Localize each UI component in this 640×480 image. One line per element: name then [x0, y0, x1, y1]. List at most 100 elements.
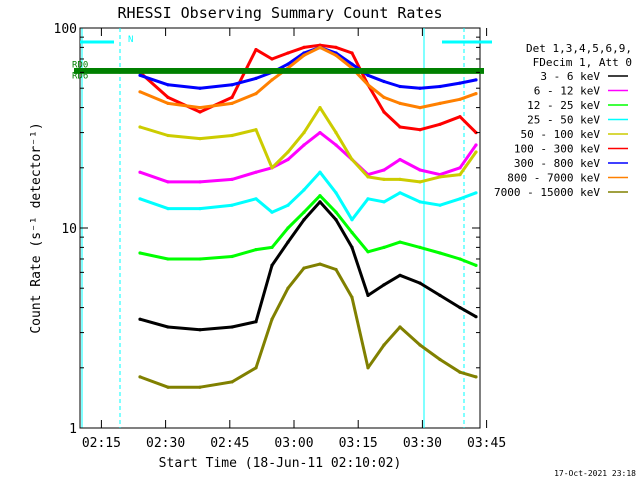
x-tick-label: 02:30: [146, 436, 185, 451]
data-point-6-17: [474, 78, 478, 82]
data-point-6-13: [398, 84, 402, 89]
data-point-7-1: [166, 101, 170, 105]
data-point-3-16: [458, 197, 462, 201]
series-line-7: [139, 45, 477, 110]
data-point-1-4: [254, 170, 258, 174]
data-point-4-0: [138, 125, 142, 129]
data-point-6-6: [286, 62, 290, 66]
data-point-2-8: [318, 194, 322, 198]
data-point-0-3: [230, 325, 234, 329]
data-point-5-16: [458, 115, 462, 119]
data-point-2-17: [474, 263, 478, 267]
data-point-5-8: [318, 43, 322, 47]
data-point-8-8: [318, 262, 322, 266]
x-tick-label: 03:15: [339, 436, 378, 451]
data-point-7-15: [438, 101, 442, 105]
data-point-1-0: [138, 170, 142, 174]
data-point-2-4: [254, 248, 258, 252]
data-point-0-7: [302, 218, 306, 222]
data-point-6-15: [438, 84, 442, 89]
data-point-1-1: [166, 180, 170, 184]
data-point-7-8: [318, 45, 322, 50]
data-point-5-9: [334, 45, 338, 50]
data-point-0-17: [474, 315, 478, 319]
data-point-2-7: [302, 210, 306, 214]
data-point-4-15: [438, 175, 442, 179]
data-point-8-3: [230, 380, 234, 384]
legend-entry-label: 25 - 50 keV: [527, 114, 600, 127]
data-point-3-12: [382, 200, 386, 204]
data-point-7-9: [334, 53, 338, 57]
legend-entry-label: 800 - 7000 keV: [507, 172, 600, 185]
series-line-4: [139, 106, 478, 184]
data-point-5-10: [350, 51, 354, 55]
data-point-2-11: [366, 250, 370, 254]
data-point-8-14: [418, 343, 422, 347]
data-point-0-2: [198, 328, 202, 332]
data-point-3-0: [138, 197, 142, 201]
data-point-3-11: [366, 197, 370, 201]
data-point-0-8: [318, 200, 322, 204]
data-point-4-5: [270, 166, 274, 170]
data-point-6-11: [366, 73, 370, 77]
data-point-2-5: [270, 245, 274, 249]
data-point-3-7: [302, 188, 306, 192]
data-point-8-2: [198, 385, 202, 389]
overlay-label-rd0: RD0: [72, 61, 88, 71]
data-point-2-14: [418, 245, 422, 249]
legend-entry-label: 3 - 6 keV: [540, 70, 600, 83]
data-point-7-0: [138, 90, 142, 94]
data-point-5-2: [198, 110, 202, 114]
data-point-1-12: [382, 168, 386, 172]
legend: Det 1,3,4,5,6,9,FDecim 1, Att 03 - 6 keV…: [494, 42, 632, 199]
data-point-1-2: [198, 180, 202, 184]
data-point-5-12: [382, 110, 386, 114]
data-point-0-4: [254, 320, 258, 324]
data-point-5-3: [230, 95, 234, 99]
data-point-8-12: [382, 343, 386, 347]
data-point-5-14: [418, 128, 422, 132]
data-point-0-10: [350, 245, 354, 249]
data-point-2-3: [230, 254, 234, 259]
legend-entry-label: 6 - 12 keV: [534, 85, 601, 98]
data-point-6-0: [138, 73, 142, 77]
data-point-8-1: [166, 385, 170, 389]
data-point-4-17: [474, 150, 478, 154]
data-point-3-15: [438, 203, 442, 207]
data-point-2-12: [382, 245, 386, 249]
x-tick-label: 02:15: [82, 436, 121, 451]
data-point-8-6: [286, 286, 290, 290]
data-point-2-16: [458, 257, 462, 261]
data-point-3-9: [334, 191, 338, 195]
data-point-8-13: [398, 325, 402, 329]
data-point-6-4: [254, 76, 258, 80]
data-point-0-6: [286, 240, 290, 244]
data-point-3-14: [418, 200, 422, 204]
y-axis-label: Count Rate (s⁻¹ detector⁻¹): [29, 122, 44, 333]
data-point-4-2: [198, 137, 202, 141]
data-point-0-12: [382, 283, 386, 287]
x-tick-label: 03:00: [274, 436, 313, 451]
data-point-8-11: [366, 366, 370, 370]
data-point-1-3: [230, 177, 234, 181]
y-tick-label: 1: [69, 422, 77, 437]
data-point-7-14: [418, 106, 422, 110]
data-point-0-5: [270, 263, 274, 267]
data-point-6-14: [418, 86, 422, 90]
data-point-0-16: [458, 306, 462, 310]
data-point-3-6: [286, 203, 290, 207]
series-line-2: [139, 194, 477, 267]
chart-title: RHESSI Observing Summary Count Rates: [117, 4, 442, 22]
data-point-3-5: [270, 210, 274, 214]
data-point-5-13: [398, 125, 402, 129]
data-point-8-7: [302, 266, 306, 270]
data-point-0-11: [366, 293, 370, 297]
data-point-3-17: [474, 191, 478, 195]
data-point-7-3: [230, 101, 234, 105]
data-point-0-0: [138, 317, 142, 321]
data-point-8-0: [138, 375, 142, 379]
data-point-3-3: [230, 203, 234, 207]
x-tick-label: 03:45: [467, 436, 506, 451]
data-point-4-11: [366, 175, 370, 179]
